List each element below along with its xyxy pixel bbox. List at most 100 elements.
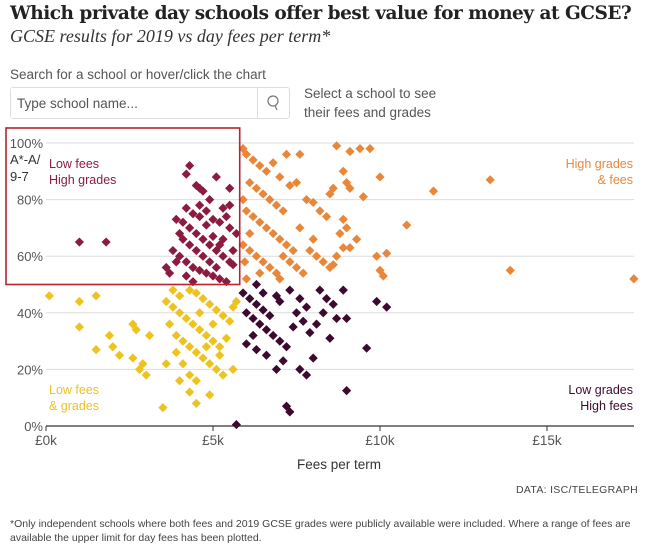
school-point[interactable]: [198, 353, 208, 363]
school-point[interactable]: [248, 313, 258, 324]
school-point[interactable]: [331, 141, 342, 151]
school-point[interactable]: [178, 336, 188, 346]
school-point[interactable]: [144, 330, 155, 341]
school-point[interactable]: [331, 313, 342, 324]
school-point[interactable]: [198, 234, 208, 244]
school-point[interactable]: [278, 356, 288, 366]
school-point[interactable]: [241, 274, 251, 284]
school-point[interactable]: [402, 220, 412, 230]
school-point[interactable]: [382, 302, 392, 312]
school-point[interactable]: [208, 214, 218, 225]
school-point[interactable]: [191, 288, 201, 298]
school-point[interactable]: [171, 257, 181, 267]
school-point[interactable]: [238, 195, 248, 205]
school-point[interactable]: [208, 319, 218, 329]
school-point[interactable]: [305, 245, 315, 256]
school-point[interactable]: [238, 240, 248, 250]
school-point[interactable]: [181, 257, 191, 267]
school-point[interactable]: [178, 217, 188, 227]
school-point[interactable]: [271, 200, 282, 210]
school-point[interactable]: [185, 223, 195, 233]
school-point[interactable]: [225, 183, 235, 193]
school-point[interactable]: [261, 350, 272, 360]
school-point[interactable]: [321, 211, 332, 222]
school-point[interactable]: [345, 243, 355, 253]
school-point[interactable]: [338, 243, 348, 253]
school-point[interactable]: [311, 319, 322, 329]
school-point[interactable]: [168, 285, 178, 295]
school-point[interactable]: [208, 336, 218, 346]
school-point[interactable]: [185, 285, 195, 295]
school-point[interactable]: [342, 386, 352, 396]
school-point[interactable]: [258, 288, 268, 298]
school-point[interactable]: [382, 248, 392, 258]
school-point[interactable]: [265, 311, 275, 321]
school-point[interactable]: [195, 200, 205, 210]
school-point[interactable]: [338, 285, 348, 295]
school-point[interactable]: [211, 364, 221, 374]
school-point[interactable]: [215, 240, 225, 250]
school-point[interactable]: [205, 299, 215, 309]
school-point[interactable]: [281, 149, 292, 159]
school-point[interactable]: [195, 265, 205, 275]
school-point[interactable]: [101, 237, 111, 247]
school-point[interactable]: [171, 330, 181, 341]
school-point[interactable]: [308, 353, 318, 363]
school-point[interactable]: [201, 268, 211, 278]
school-point[interactable]: [428, 186, 439, 196]
school-point[interactable]: [372, 296, 382, 307]
school-point[interactable]: [175, 228, 185, 239]
school-point[interactable]: [225, 316, 235, 326]
school-point[interactable]: [251, 251, 262, 261]
school-point[interactable]: [255, 268, 265, 278]
school-point[interactable]: [278, 251, 288, 261]
school-point[interactable]: [225, 223, 235, 233]
school-point[interactable]: [198, 294, 208, 304]
school-point[interactable]: [258, 189, 268, 199]
school-point[interactable]: [318, 308, 328, 318]
school-point[interactable]: [218, 311, 228, 321]
school-point[interactable]: [168, 245, 178, 256]
school-point[interactable]: [215, 217, 225, 227]
school-point[interactable]: [275, 274, 285, 284]
school-point[interactable]: [175, 291, 185, 301]
school-point[interactable]: [91, 291, 101, 301]
school-point[interactable]: [218, 251, 228, 261]
school-point[interactable]: [255, 217, 265, 227]
school-point[interactable]: [305, 328, 315, 338]
school-point[interactable]: [201, 206, 211, 216]
school-point[interactable]: [301, 302, 312, 312]
school-point[interactable]: [505, 265, 515, 275]
school-point[interactable]: [131, 325, 141, 335]
school-point[interactable]: [295, 364, 305, 374]
school-point[interactable]: [265, 195, 275, 205]
school-point[interactable]: [221, 211, 231, 222]
school-point[interactable]: [138, 359, 148, 369]
school-point[interactable]: [315, 285, 325, 295]
school-point[interactable]: [211, 305, 221, 315]
school-point[interactable]: [188, 209, 198, 219]
school-point[interactable]: [342, 223, 352, 233]
school-point[interactable]: [358, 192, 368, 202]
school-point[interactable]: [201, 342, 211, 352]
school-point[interactable]: [164, 319, 175, 329]
school-point[interactable]: [215, 350, 225, 360]
school-point[interactable]: [134, 364, 145, 374]
school-point[interactable]: [215, 342, 225, 352]
school-point[interactable]: [375, 172, 385, 182]
school-point[interactable]: [208, 271, 218, 281]
school-point[interactable]: [245, 228, 255, 239]
school-point[interactable]: [255, 161, 265, 171]
school-point[interactable]: [211, 172, 221, 182]
school-point[interactable]: [251, 299, 262, 309]
school-point[interactable]: [251, 344, 262, 355]
school-point[interactable]: [308, 197, 318, 208]
school-point[interactable]: [191, 228, 201, 239]
school-point[interactable]: [285, 257, 295, 267]
school-point[interactable]: [171, 347, 181, 358]
search-button[interactable]: [257, 88, 289, 118]
scatter-chart[interactable]: 100% 80% 60% 40% 20% 0% A*-A/9-7 £0k £5k £10k £15k…: [0, 0, 650, 480]
school-point[interactable]: [275, 296, 285, 307]
school-point[interactable]: [285, 180, 295, 191]
school-point[interactable]: [285, 285, 295, 295]
